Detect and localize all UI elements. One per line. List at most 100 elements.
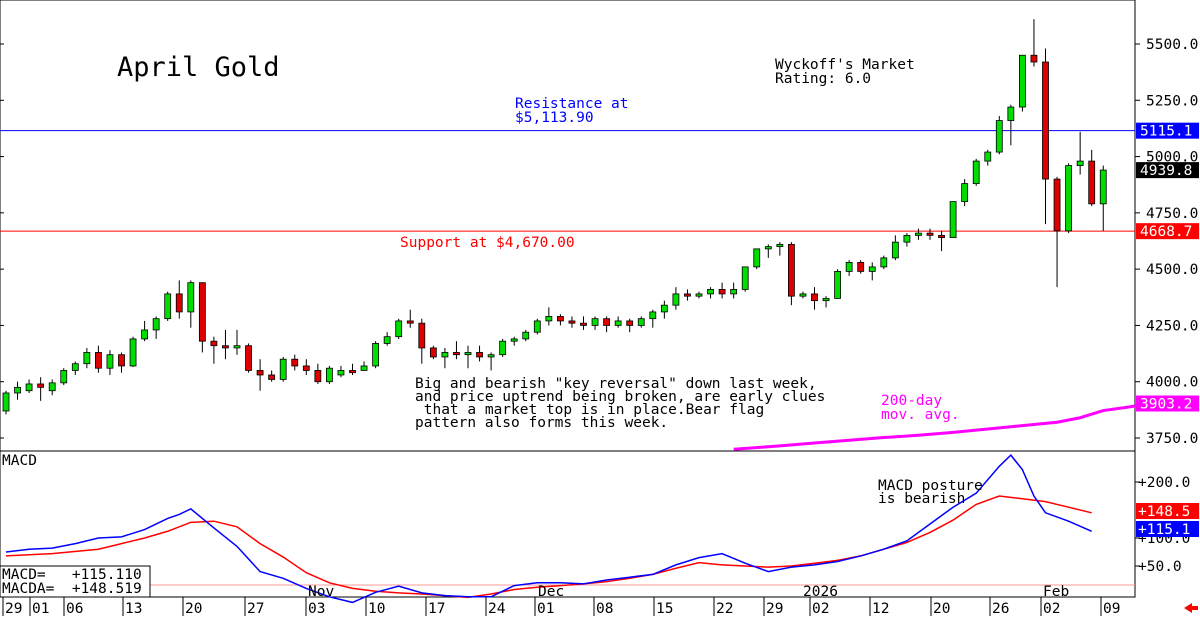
candle — [915, 228, 922, 240]
candle — [349, 363, 356, 375]
candle — [383, 332, 391, 346]
candle — [1076, 131, 1084, 175]
x-month-label: Feb — [1043, 584, 1069, 600]
macd-readout-2: MACDA= +148.519 — [2, 581, 142, 597]
svg-text:4939.8: 4939.8 — [1140, 163, 1192, 179]
candle — [1053, 176, 1061, 288]
x-tick-label: 08 — [596, 601, 613, 617]
y-tick-label: 5500.0 — [1146, 37, 1198, 53]
resistance-label-1: Resistance at — [515, 96, 629, 112]
candle — [545, 307, 553, 326]
candle — [557, 314, 564, 326]
candle — [510, 336, 518, 346]
last-price-tag: 4939.8 — [1136, 162, 1199, 179]
candle — [302, 359, 310, 375]
macd-y-tick-label: +200.0 — [1138, 475, 1190, 491]
candle — [1065, 163, 1072, 234]
commentary-line-3: that a market top is in place.Bear flag — [415, 402, 764, 418]
candle — [60, 368, 68, 386]
scroll-left-arrow-icon[interactable] — [1184, 603, 1198, 613]
candle — [811, 287, 818, 310]
candle — [164, 291, 172, 321]
candle — [660, 300, 668, 319]
candle — [1030, 19, 1038, 67]
resistance-tag: 5115.1 — [1136, 122, 1199, 140]
svg-text:5115.1: 5115.1 — [1140, 124, 1192, 140]
candle — [83, 347, 91, 369]
candle — [764, 244, 772, 258]
y-tick-label: 3750.0 — [1146, 431, 1198, 447]
candle — [753, 248, 761, 270]
candle — [129, 336, 137, 368]
candle — [868, 262, 876, 281]
macd-readout-1: MACD= +115.110 — [2, 567, 142, 583]
macd-line — [5, 454, 1092, 604]
candle — [441, 347, 449, 369]
support-tag: 4668.7 — [1136, 223, 1199, 240]
x-tick-label: 01 — [32, 601, 49, 617]
y-tick-label: 4750.0 — [1146, 206, 1198, 222]
macd-y-tick-label: +50.0 — [1138, 559, 1182, 575]
x-month-label: Nov — [308, 584, 334, 600]
x-tick-label: 12 — [872, 601, 889, 617]
candle — [649, 309, 657, 328]
candle — [718, 282, 726, 299]
candle — [198, 282, 206, 353]
candle — [71, 361, 79, 375]
candle — [291, 354, 299, 371]
candle — [95, 345, 102, 373]
candle — [118, 352, 125, 373]
candle — [938, 230, 945, 252]
x-tick-label: 02 — [812, 601, 829, 617]
candle — [418, 318, 426, 364]
rating-line-2: Rating: 6.0 — [775, 71, 871, 87]
candle — [788, 242, 795, 306]
candle — [603, 316, 610, 333]
resistance-label-2: $5,113.90 — [515, 110, 594, 126]
price-y-axis: 5500.0 5250.0 5000.0 4750.0 4500.0 4250.0 4000… — [0, 37, 1198, 447]
candle — [25, 379, 33, 393]
candle — [1019, 54, 1026, 112]
candle — [222, 329, 229, 360]
candle — [684, 289, 691, 301]
candle — [695, 291, 703, 299]
candle — [707, 287, 714, 299]
candle — [152, 316, 160, 339]
chart-title: April Gold — [117, 52, 280, 83]
candle — [580, 316, 587, 330]
x-tick-label: 15 — [656, 601, 673, 617]
plot-frame — [0, 0, 1136, 598]
x-tick-label: 24 — [488, 601, 506, 617]
candle — [776, 242, 784, 256]
candle — [453, 341, 460, 360]
candle — [245, 343, 252, 373]
candle — [314, 363, 322, 384]
candle — [926, 228, 934, 240]
candle — [337, 365, 345, 378]
candle — [499, 338, 507, 357]
ma-tag: 3903.2 — [1136, 395, 1199, 413]
x-tick-label: 13 — [125, 601, 142, 617]
x-tick-label: 03 — [308, 601, 325, 617]
candle — [268, 370, 276, 382]
candle — [48, 379, 56, 396]
ma-200-line — [733, 402, 1150, 451]
candle — [1088, 149, 1096, 207]
x-month-label: 2026 — [803, 584, 838, 600]
candle — [325, 365, 333, 384]
candle — [961, 179, 969, 207]
x-tick-label: 29 — [766, 601, 783, 617]
candle — [984, 149, 992, 166]
x-tick-label: 02 — [1043, 601, 1060, 617]
candle — [533, 318, 541, 335]
candle — [834, 269, 841, 299]
candle — [857, 260, 865, 274]
candle — [106, 350, 114, 375]
candle — [799, 291, 807, 299]
candle — [568, 316, 576, 328]
candle — [972, 158, 980, 186]
y-tick-label: 5250.0 — [1146, 93, 1198, 109]
macd-panel-title: MACD — [2, 453, 37, 469]
candle — [730, 282, 738, 299]
